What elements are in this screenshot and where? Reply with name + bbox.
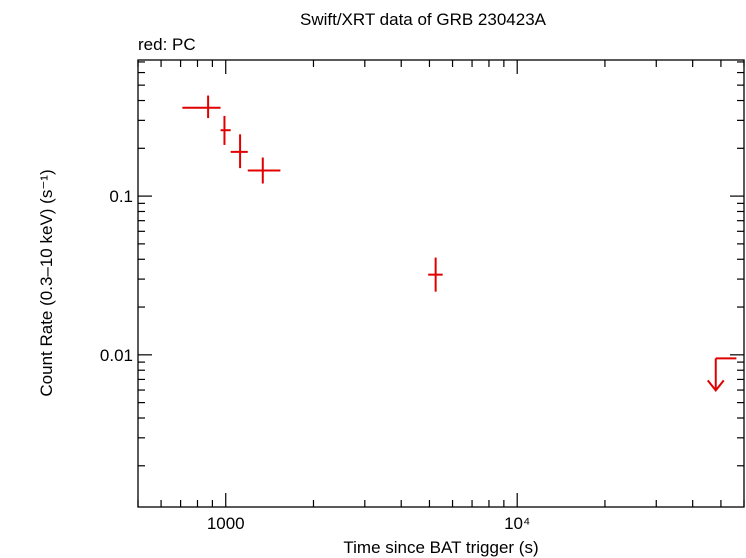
data-point — [182, 95, 221, 119]
upper-limit-arrow-head — [706, 379, 725, 392]
x-axis-label: Time since BAT trigger (s) — [343, 538, 538, 557]
data-point — [230, 134, 248, 169]
data-point — [247, 157, 281, 184]
x-tick-label: 10⁴ — [504, 514, 530, 533]
data-marks — [182, 95, 737, 392]
legend-label: red: PC — [138, 35, 196, 54]
y-axis-label: Count Rate (0.3–10 keV) (s⁻¹) — [37, 169, 56, 396]
chart-title: Swift/XRT data of GRB 230423A — [300, 10, 547, 29]
data-point — [220, 115, 231, 145]
y-tick-label: 0.1 — [109, 187, 133, 206]
plot-frame — [137, 59, 745, 508]
y-tick-label: 0.01 — [100, 346, 133, 365]
x-tick-label: 1000 — [207, 514, 245, 533]
tick-labels: 1000 10⁴ 0.1 0.01 — [100, 187, 530, 533]
data-point — [428, 257, 443, 292]
axis-ticks — [137, 60, 745, 507]
upper-limit — [706, 357, 737, 392]
